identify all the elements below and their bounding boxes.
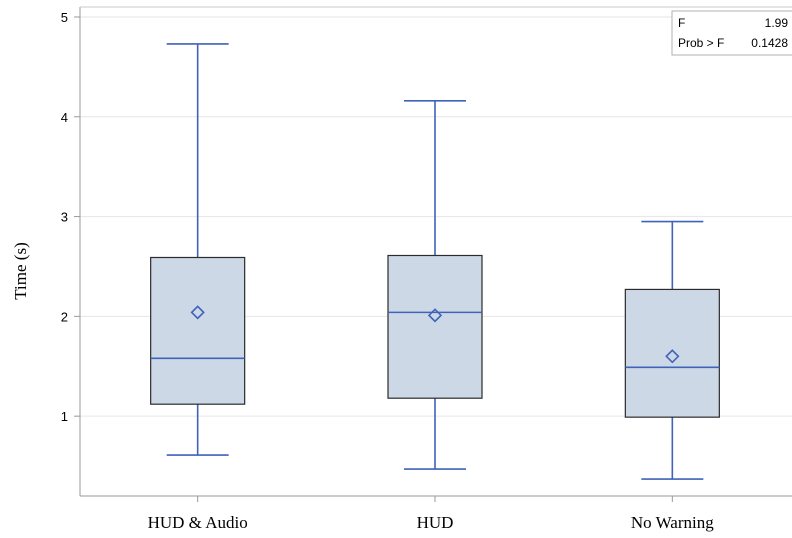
mean-marker [427, 308, 443, 323]
box-group-no-warning [624, 220, 720, 480]
boxes [150, 43, 720, 480]
iqr-box [387, 254, 483, 399]
stat-f-value: 1.99 [765, 16, 789, 30]
y-tick-label-2: 2 [61, 309, 68, 324]
y-tick-label-4: 4 [61, 110, 68, 125]
y-tick-label-5: 5 [61, 10, 68, 25]
axes: 1 2 3 4 5 HUD & Audio HUD No Warning [61, 6, 792, 532]
x-tick-label-no-warning: No Warning [631, 513, 714, 532]
stat-f-label: F [678, 16, 685, 30]
y-axis-title: Time (s) [11, 242, 30, 299]
statistics-box-frame [671, 10, 792, 56]
mean-marker [665, 349, 680, 364]
y-tick-label-1: 1 [61, 409, 68, 424]
x-tick-label-hud-audio: HUD & Audio [148, 513, 248, 532]
y-tick-label-3: 3 [61, 210, 68, 225]
mean-marker [190, 305, 205, 320]
iqr-box [150, 256, 246, 405]
stat-prob-value: 0.1428 [751, 36, 788, 50]
box-group-hud-audio [150, 43, 246, 456]
stat-prob-label: Prob > F [678, 36, 724, 50]
box-group-hud [387, 100, 483, 470]
statistics-box: F 1.99 Prob > F 0.1428 [671, 10, 792, 56]
x-tick-label-hud: HUD [417, 513, 454, 532]
iqr-box [624, 288, 720, 418]
